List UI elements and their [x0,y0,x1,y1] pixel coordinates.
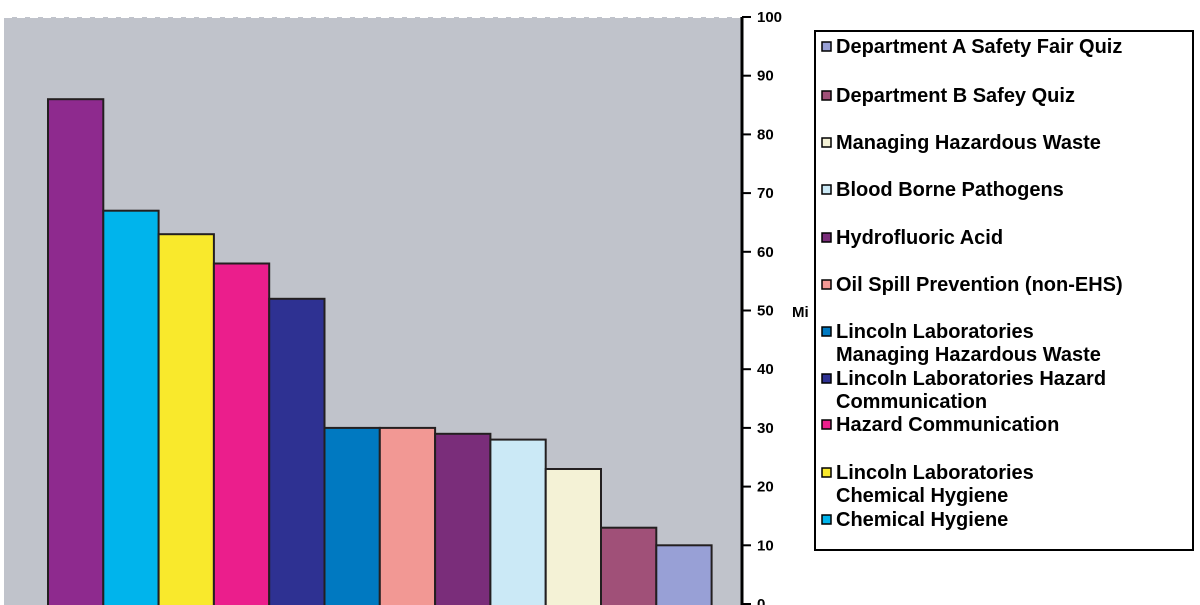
y-tick-label-80: 80 [757,126,774,143]
legend-label-7-line-1: Lincoln Laboratories [836,321,1034,343]
legend-swatch-8 [821,373,832,384]
bar-9 [489,438,547,605]
y-tick-label-50: 50 [757,303,774,320]
bar-4 [212,262,271,605]
bar-10 [544,468,603,605]
y-tick-label-20: 20 [757,479,774,496]
bar-3 [157,233,215,605]
y-tick-label-30: 30 [757,420,774,437]
legend-label-11: Chemical Hygiene [836,509,1008,531]
y-axis-label: Mi [792,304,809,321]
legend-label-10-line-2: Chemical Hygiene [836,485,1008,507]
legend-label-9: Hazard Communication [836,414,1059,436]
legend-label-7-line-2: Managing Hazardous Waste [836,344,1101,366]
y-tick-label-70: 70 [757,185,774,202]
legend-swatch-9 [821,419,832,430]
legend-swatch-7 [821,326,832,337]
legend-swatch-5 [821,232,832,243]
bar-1 [47,98,105,605]
bar-5 [268,297,326,605]
y-tick-label-0: 0 [757,596,765,605]
legend-label-1: Department A Safety Fair Quiz [836,36,1122,58]
bar-12 [655,544,713,605]
legend-swatch-3 [821,137,832,148]
legend-label-3: Managing Hazardous Waste [836,132,1101,154]
y-tick-label-10: 10 [757,537,774,554]
legend-label-4: Blood Borne Pathogens [836,179,1064,201]
bar-8 [434,432,492,605]
y-tick-label-40: 40 [757,361,774,378]
legend-box [814,30,1194,551]
legend-label-2: Department B Safey Quiz [836,85,1075,107]
bar-6 [323,426,381,605]
legend-label-10-line-1: Lincoln Laboratories [836,462,1034,484]
legend-swatch-1 [821,41,832,52]
bar-7 [378,426,437,605]
legend-label-5: Hydrofluoric Acid [836,227,1003,249]
legend-swatch-4 [821,184,832,195]
bar-11 [600,526,658,605]
bar-2 [102,209,160,605]
legend-label-8-line-2: Communication [836,391,987,413]
legend-swatch-6 [821,279,832,290]
y-tick-label-90: 90 [757,68,774,85]
legend-label-8-line-1: Lincoln Laboratories Hazard [836,368,1106,390]
legend-swatch-10 [821,467,832,478]
legend-label-6: Oil Spill Prevention (non-EHS) [836,274,1123,296]
y-tick-label-100: 100 [757,9,782,26]
y-tick-label-60: 60 [757,244,774,261]
legend-swatch-2 [821,90,832,101]
legend-swatch-11 [821,514,832,525]
